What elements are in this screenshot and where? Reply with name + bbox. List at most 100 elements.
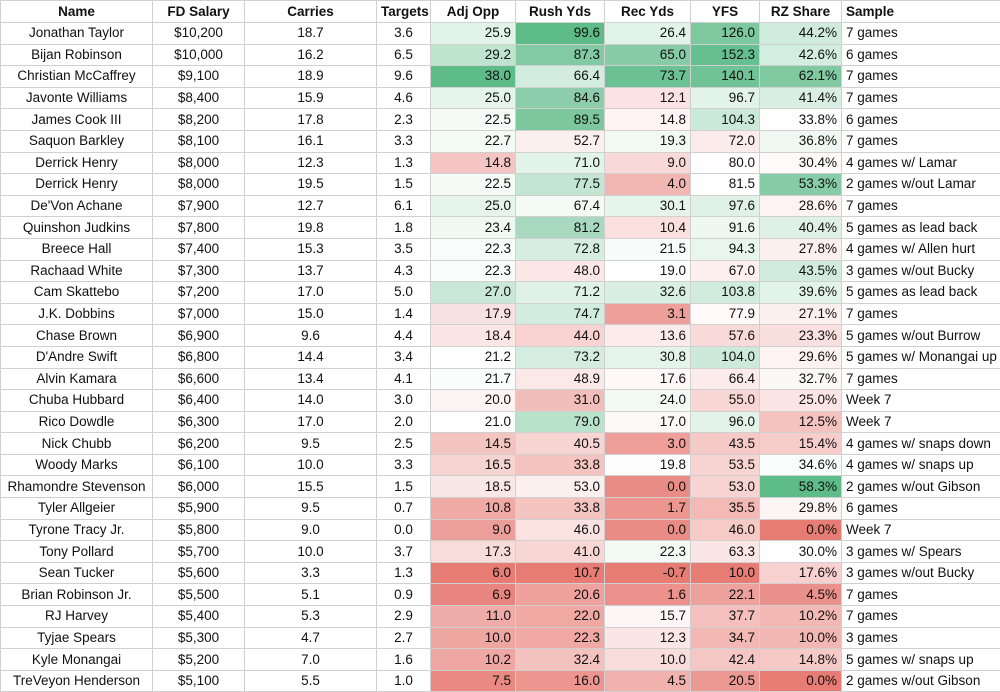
cell-carries[interactable]: 12.3 (245, 152, 377, 174)
cell-targets[interactable]: 1.5 (377, 476, 431, 498)
cell-name[interactable]: Tony Pollard (1, 541, 153, 563)
cell-sample[interactable]: 5 games w/ Monangai up (842, 346, 1000, 368)
cell-carries[interactable]: 19.8 (245, 217, 377, 239)
cell-rz-share[interactable]: 30.4% (760, 152, 842, 174)
cell-targets[interactable]: 4.1 (377, 368, 431, 390)
cell-rush-yds[interactable]: 53.0 (516, 476, 605, 498)
cell-carries[interactable]: 16.1 (245, 130, 377, 152)
cell-fd-salary[interactable]: $6,400 (153, 390, 245, 412)
header-name[interactable]: Name (1, 1, 153, 23)
cell-yfs[interactable]: 80.0 (691, 152, 760, 174)
cell-adj-opp[interactable]: 21.0 (431, 411, 516, 433)
cell-rz-share[interactable]: 30.0% (760, 541, 842, 563)
cell-sample[interactable]: 7 games (842, 606, 1000, 628)
cell-name[interactable]: Tyrone Tracy Jr. (1, 519, 153, 541)
cell-carries[interactable]: 15.3 (245, 238, 377, 260)
cell-fd-salary[interactable]: $5,500 (153, 584, 245, 606)
cell-fd-salary[interactable]: $8,100 (153, 130, 245, 152)
cell-rec-yds[interactable]: 0.0 (605, 476, 691, 498)
cell-sample[interactable]: 5 games as lead back (842, 282, 1000, 304)
cell-rz-share[interactable]: 10.0% (760, 627, 842, 649)
cell-rec-yds[interactable]: 26.4 (605, 23, 691, 45)
cell-targets[interactable]: 2.3 (377, 109, 431, 131)
cell-carries[interactable]: 18.7 (245, 23, 377, 45)
cell-yfs[interactable]: 53.5 (691, 454, 760, 476)
cell-fd-salary[interactable]: $8,400 (153, 87, 245, 109)
cell-adj-opp[interactable]: 20.0 (431, 390, 516, 412)
cell-fd-salary[interactable]: $7,400 (153, 238, 245, 260)
cell-yfs[interactable]: 55.0 (691, 390, 760, 412)
cell-name[interactable]: Alvin Kamara (1, 368, 153, 390)
cell-targets[interactable]: 3.3 (377, 130, 431, 152)
cell-rz-share[interactable]: 12.5% (760, 411, 842, 433)
cell-sample[interactable]: 7 games (842, 23, 1000, 45)
cell-name[interactable]: Breece Hall (1, 238, 153, 260)
cell-fd-salary[interactable]: $7,800 (153, 217, 245, 239)
cell-name[interactable]: Javonte Williams (1, 87, 153, 109)
cell-yfs[interactable]: 104.3 (691, 109, 760, 131)
cell-sample[interactable]: 5 games as lead back (842, 217, 1000, 239)
cell-rec-yds[interactable]: 12.1 (605, 87, 691, 109)
cell-rec-yds[interactable]: 32.6 (605, 282, 691, 304)
cell-rz-share[interactable]: 34.6% (760, 454, 842, 476)
cell-rec-yds[interactable]: 30.8 (605, 346, 691, 368)
cell-rush-yds[interactable]: 87.3 (516, 44, 605, 66)
cell-yfs[interactable]: 42.4 (691, 649, 760, 671)
cell-rz-share[interactable]: 53.3% (760, 174, 842, 196)
cell-rush-yds[interactable]: 67.4 (516, 195, 605, 217)
cell-targets[interactable]: 3.4 (377, 346, 431, 368)
cell-rush-yds[interactable]: 32.4 (516, 649, 605, 671)
cell-fd-salary[interactable]: $5,900 (153, 498, 245, 520)
cell-carries[interactable]: 9.0 (245, 519, 377, 541)
cell-rz-share[interactable]: 27.8% (760, 238, 842, 260)
cell-rush-yds[interactable]: 73.2 (516, 346, 605, 368)
cell-name[interactable]: Kyle Monangai (1, 649, 153, 671)
cell-sample[interactable]: 7 games (842, 130, 1000, 152)
cell-carries[interactable]: 13.4 (245, 368, 377, 390)
cell-sample[interactable]: 4 games w/ Lamar (842, 152, 1000, 174)
cell-sample[interactable]: 3 games w/out Bucky (842, 260, 1000, 282)
cell-rec-yds[interactable]: 73.7 (605, 66, 691, 88)
cell-adj-opp[interactable]: 22.5 (431, 109, 516, 131)
cell-adj-opp[interactable]: 21.2 (431, 346, 516, 368)
cell-adj-opp[interactable]: 22.7 (431, 130, 516, 152)
cell-rec-yds[interactable]: 3.0 (605, 433, 691, 455)
cell-rz-share[interactable]: 27.1% (760, 303, 842, 325)
cell-carries[interactable]: 17.8 (245, 109, 377, 131)
cell-yfs[interactable]: 81.5 (691, 174, 760, 196)
cell-carries[interactable]: 15.0 (245, 303, 377, 325)
cell-rush-yds[interactable]: 46.0 (516, 519, 605, 541)
cell-yfs[interactable]: 34.7 (691, 627, 760, 649)
cell-yfs[interactable]: 35.5 (691, 498, 760, 520)
cell-fd-salary[interactable]: $8,200 (153, 109, 245, 131)
cell-sample[interactable]: Week 7 (842, 519, 1000, 541)
cell-carries[interactable]: 5.5 (245, 670, 377, 692)
cell-rush-yds[interactable]: 77.5 (516, 174, 605, 196)
cell-rz-share[interactable]: 4.5% (760, 584, 842, 606)
cell-sample[interactable]: 6 games (842, 44, 1000, 66)
cell-adj-opp[interactable]: 18.5 (431, 476, 516, 498)
cell-rec-yds[interactable]: 19.3 (605, 130, 691, 152)
cell-rz-share[interactable]: 15.4% (760, 433, 842, 455)
cell-name[interactable]: Tyler Allgeier (1, 498, 153, 520)
cell-rz-share[interactable]: 42.6% (760, 44, 842, 66)
cell-carries[interactable]: 18.9 (245, 66, 377, 88)
cell-rush-yds[interactable]: 89.5 (516, 109, 605, 131)
cell-yfs[interactable]: 22.1 (691, 584, 760, 606)
cell-adj-opp[interactable]: 21.7 (431, 368, 516, 390)
cell-name[interactable]: D'Andre Swift (1, 346, 153, 368)
header-yfs[interactable]: YFS (691, 1, 760, 23)
cell-yfs[interactable]: 96.0 (691, 411, 760, 433)
cell-sample[interactable]: 2 games w/out Lamar (842, 174, 1000, 196)
cell-rec-yds[interactable]: 9.0 (605, 152, 691, 174)
cell-targets[interactable]: 2.0 (377, 411, 431, 433)
cell-rush-yds[interactable]: 33.8 (516, 454, 605, 476)
cell-rz-share[interactable]: 33.8% (760, 109, 842, 131)
cell-name[interactable]: TreVeyon Henderson (1, 670, 153, 692)
cell-adj-opp[interactable]: 9.0 (431, 519, 516, 541)
cell-rz-share[interactable]: 25.0% (760, 390, 842, 412)
cell-targets[interactable]: 1.8 (377, 217, 431, 239)
cell-yfs[interactable]: 104.0 (691, 346, 760, 368)
cell-fd-salary[interactable]: $5,600 (153, 562, 245, 584)
cell-fd-salary[interactable]: $7,200 (153, 282, 245, 304)
